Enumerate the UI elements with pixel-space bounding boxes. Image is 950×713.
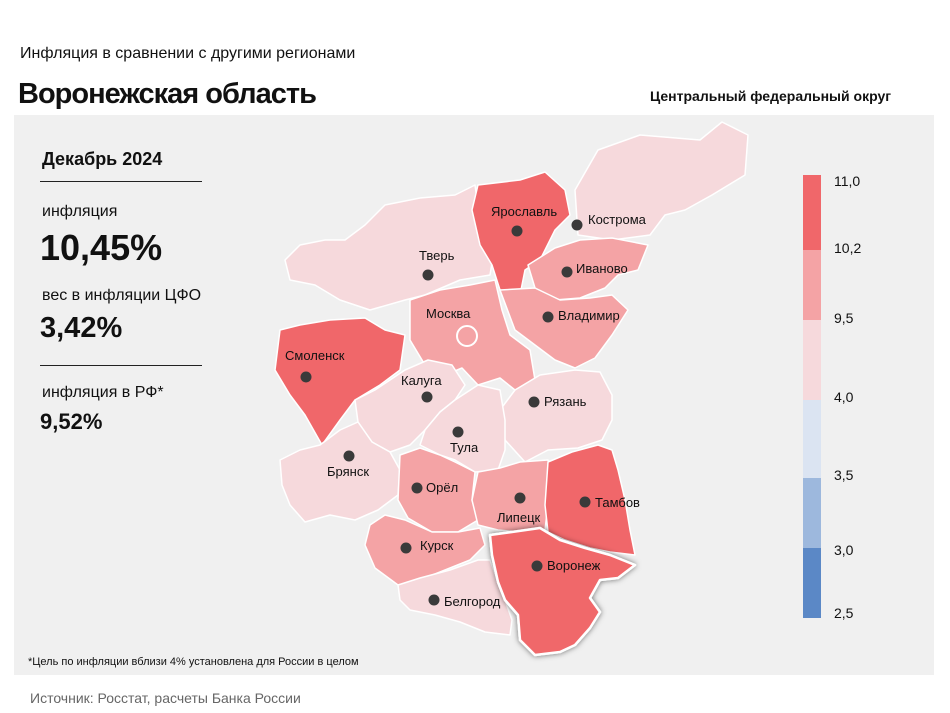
city-label: Смоленск bbox=[285, 348, 345, 363]
city-marker bbox=[531, 560, 543, 572]
city-marker bbox=[422, 269, 434, 281]
period-label: Декабрь 2024 bbox=[42, 149, 163, 169]
city-label: Калуга bbox=[401, 373, 442, 388]
capital-ring-marker bbox=[456, 325, 478, 347]
inflation-value: 10,45% bbox=[40, 227, 163, 268]
city-marker bbox=[300, 371, 312, 383]
super-title: Инфляция в сравнении с другими регионами bbox=[20, 45, 356, 62]
legend-tick-label: 3,0 bbox=[834, 542, 854, 558]
legend-swatch bbox=[803, 175, 821, 250]
city-marker bbox=[428, 594, 440, 606]
city-label: Иваново bbox=[576, 261, 628, 276]
region-area-7 bbox=[274, 317, 406, 446]
page-title: Воронежская область bbox=[18, 78, 317, 110]
legend-tick-label: 2,5 bbox=[834, 605, 854, 621]
region-area-17 bbox=[397, 559, 513, 636]
source-note: Источник: Росстат, расчеты Банка России bbox=[30, 690, 301, 706]
city-marker bbox=[528, 396, 540, 408]
legend-swatch bbox=[803, 478, 821, 548]
rf-inflation-value: 9,52% bbox=[40, 409, 103, 434]
legend-swatch bbox=[803, 400, 821, 478]
city-label: Орёл bbox=[426, 480, 458, 495]
legend-tick-label: 9,5 bbox=[834, 310, 854, 326]
city-marker bbox=[561, 266, 573, 278]
weight-value: 3,42% bbox=[40, 312, 123, 344]
city-marker bbox=[579, 496, 591, 508]
weight-label: вес в инфляции ЦФО bbox=[42, 287, 202, 304]
district-title: Центральный федеральный округ bbox=[650, 88, 892, 104]
divider bbox=[40, 181, 202, 182]
city-marker bbox=[542, 311, 554, 323]
city-label: Курск bbox=[420, 538, 454, 553]
city-label: Липецк bbox=[497, 510, 541, 525]
legend-swatch bbox=[803, 250, 821, 320]
city-marker bbox=[571, 219, 583, 231]
city-label: Рязань bbox=[544, 394, 587, 409]
city-label: Владимир bbox=[558, 308, 620, 323]
legend-tick-label: 11,0 bbox=[834, 173, 860, 189]
city-label: Ярославль bbox=[491, 204, 557, 219]
city-marker bbox=[411, 482, 423, 494]
legend-tick-label: 3,5 bbox=[834, 467, 854, 483]
legend-tick-label: 10,2 bbox=[834, 240, 861, 256]
city-marker bbox=[511, 225, 523, 237]
city-marker bbox=[343, 450, 355, 462]
city-marker bbox=[400, 542, 412, 554]
city-label: Тула bbox=[450, 440, 479, 455]
divider bbox=[40, 365, 202, 366]
legend-swatch bbox=[803, 320, 821, 400]
city-label: Кострома bbox=[588, 212, 647, 227]
region-area-15 bbox=[364, 514, 486, 586]
footnote: *Цель по инфляции вблизи 4% установлена … bbox=[28, 656, 359, 668]
city-label: Брянск bbox=[327, 464, 369, 479]
city-label: Воронеж bbox=[547, 558, 601, 573]
city-marker bbox=[452, 426, 464, 438]
rf-inflation-label: инфляция в РФ* bbox=[42, 384, 164, 401]
city-label: Москва bbox=[426, 306, 471, 321]
inflation-label: инфляция bbox=[42, 203, 118, 220]
legend-swatch bbox=[803, 548, 821, 618]
city-label: Тамбов bbox=[595, 495, 640, 510]
legend-tick-label: 4,0 bbox=[834, 389, 854, 405]
region-area-2 bbox=[284, 184, 496, 311]
city-marker bbox=[514, 492, 526, 504]
city-label: Белгород bbox=[444, 594, 501, 609]
region-area-16 bbox=[488, 526, 637, 657]
city-marker bbox=[421, 391, 433, 403]
city-label: Тверь bbox=[419, 248, 455, 263]
region-area-6 bbox=[499, 287, 629, 369]
